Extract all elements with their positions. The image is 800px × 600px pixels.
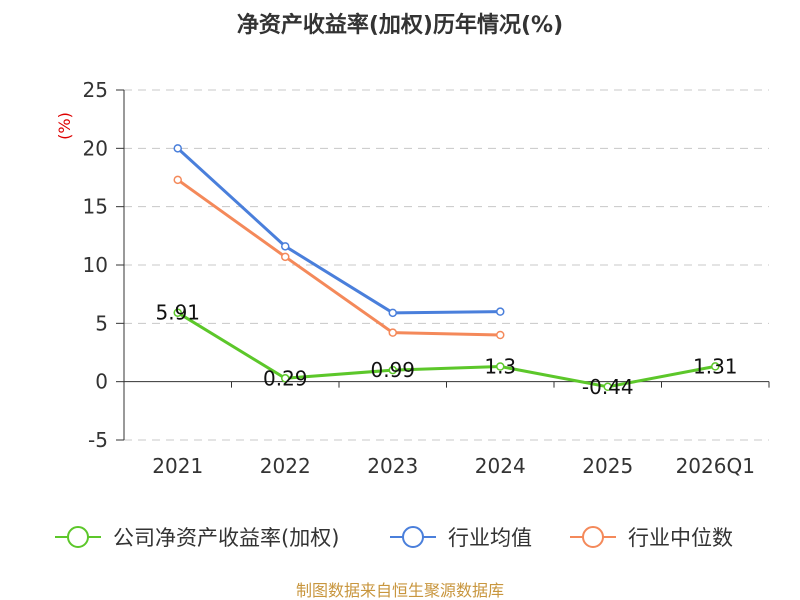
data-point: [173, 308, 182, 317]
x-tick-label: 2024: [475, 454, 526, 478]
legend-marker: [582, 526, 604, 548]
y-tick-label: 5: [95, 311, 108, 335]
data-label: 5.91: [155, 301, 200, 325]
x-tick-label: 2026Q1: [676, 454, 755, 478]
data-point: [281, 242, 290, 251]
data-label: 0.29: [263, 366, 308, 390]
y-tick-label: 20: [83, 136, 108, 160]
axes: 25 20 15 10 5 0 -5 2021 2022 2023 2024 2025 2026Q1: [83, 78, 770, 478]
y-axis-unit: (%): [55, 112, 74, 140]
data-label: 1.31: [693, 354, 738, 378]
legend-marker: [67, 526, 89, 548]
grid-lines: [124, 89, 769, 441]
y-tick-label: 0: [95, 370, 108, 394]
source-note: 制图数据来自恒生聚源数据库: [296, 581, 504, 600]
y-tick-label: 25: [83, 78, 108, 102]
data-labels: 5.91 0.29 0.99 1.3 -0.44 1.31: [155, 301, 737, 399]
data-point: [388, 328, 397, 337]
legend-label: 行业均值: [448, 526, 532, 550]
legend-label: 公司净资产收益率(加权): [113, 526, 339, 550]
y-tick-label: -5: [88, 428, 108, 452]
data-point: [496, 307, 505, 316]
x-tick-label: 2023: [367, 454, 418, 478]
data-point: [496, 330, 505, 340]
data-point: [173, 144, 182, 153]
legend-marker: [402, 526, 424, 548]
data-label: 1.3: [484, 355, 516, 379]
data-point: [603, 382, 612, 392]
data-point: [711, 362, 720, 371]
series-line: [176, 311, 716, 389]
data-point: [388, 365, 397, 375]
data-label: -0.44: [582, 375, 634, 399]
data-point: [281, 374, 290, 383]
legend-label: 行业中位数: [628, 526, 733, 550]
data-point: [173, 175, 182, 185]
x-tick-label: 2022: [260, 454, 311, 478]
data-point: [496, 362, 505, 371]
series-lines: [173, 144, 720, 392]
series-line: [176, 147, 501, 315]
legend: 公司净资产收益率(加权) 行业均值 行业中位数: [55, 526, 733, 550]
data-point: [281, 252, 290, 262]
data-label: 0.99: [370, 358, 415, 382]
x-tick-label: 2025: [582, 454, 633, 478]
chart-title: 净资产收益率(加权)历年情况(%): [237, 12, 563, 38]
data-point: [388, 308, 397, 318]
series-line: [176, 178, 501, 337]
x-tick-label: 2021: [152, 454, 203, 478]
y-tick-label: 15: [83, 195, 108, 219]
y-tick-label: 10: [83, 253, 108, 277]
